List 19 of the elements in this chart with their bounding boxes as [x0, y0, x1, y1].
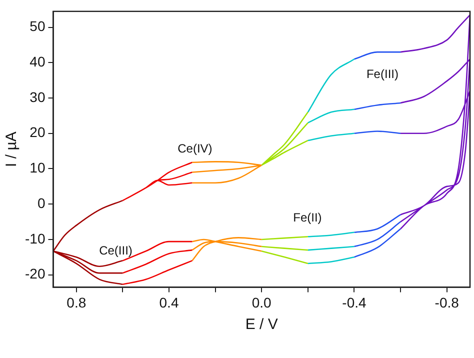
x-tick-label: 0.4: [159, 294, 179, 310]
y-tick-label: 30: [30, 88, 46, 105]
annotation: Ce(IV): [178, 142, 212, 156]
y-tick-label: -20: [25, 266, 46, 282]
y-tick-label: 10: [30, 160, 46, 176]
x-tick-label: -0.4: [342, 294, 367, 310]
y-tick-label: 50: [30, 18, 46, 34]
x-axis-title: E / V: [245, 316, 278, 334]
annotation: Ce(III): [99, 244, 132, 258]
x-tick-label: 0.0: [252, 294, 272, 310]
y-tick-label: 40: [30, 54, 46, 70]
annotation: Fe(III): [366, 67, 398, 82]
y-tick-label: 0: [37, 194, 46, 211]
annotation: Fe(II): [293, 210, 322, 225]
x-tick-label: 0.8: [66, 294, 86, 310]
y-tick-label: -10: [25, 230, 46, 246]
y-axis-title: I / µA: [3, 132, 20, 167]
x-tick-label: -0.8: [434, 294, 460, 310]
y-tick-label: 20: [30, 124, 46, 140]
